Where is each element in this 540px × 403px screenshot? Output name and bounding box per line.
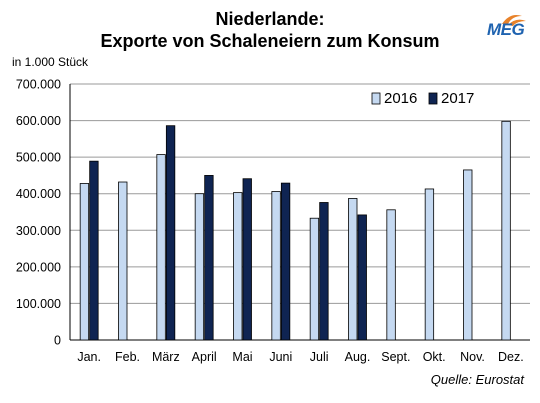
x-tick-label: Juni — [269, 350, 292, 364]
legend-swatch-2017 — [428, 92, 438, 105]
bar-2016 — [79, 183, 90, 341]
bar-2016 — [156, 154, 166, 341]
chart-subtitle: Exporte von Schaleneiern zum Konsum — [100, 31, 440, 51]
bar-2016 — [463, 169, 473, 341]
x-tick-label: Okt. — [423, 350, 446, 364]
bar-2017 — [165, 125, 176, 341]
x-tick-label: Juli — [310, 350, 329, 364]
y-tick-label: 100.000 — [16, 297, 61, 311]
x-tick-label: April — [192, 350, 217, 364]
bar-2016 — [348, 198, 358, 341]
y-axis-unit-label: in 1.000 Stück — [12, 55, 89, 69]
y-tick-label: 700.000 — [16, 78, 61, 92]
bar-2016 — [194, 193, 205, 341]
bar-2017 — [89, 160, 99, 341]
x-tick-label: Aug. — [345, 350, 371, 364]
bar-2016 — [501, 120, 511, 341]
chart-title: Niederlande: — [215, 9, 325, 29]
x-tick-label: Dez. — [498, 350, 524, 364]
meg-logo-icon — [502, 15, 526, 26]
meg-logo-text: MEG — [487, 20, 525, 39]
y-tick-label: 0 — [54, 334, 61, 348]
bar-2016 — [118, 181, 128, 341]
bar-2016 — [271, 191, 281, 341]
bar-2016 — [386, 209, 396, 341]
y-tick-label: 400.000 — [16, 187, 61, 201]
x-tick-label: Feb. — [115, 350, 140, 364]
x-tick-label: Sept. — [381, 350, 410, 364]
x-tick-label: Mai — [232, 350, 252, 364]
legend-label-2017: 2017 — [441, 90, 474, 107]
bar-2016 — [233, 192, 243, 341]
y-tick-label: 600.000 — [16, 114, 61, 128]
bar-2016 — [309, 217, 320, 341]
bar-2017 — [357, 214, 367, 341]
bar-2017 — [204, 175, 214, 341]
bar-2017 — [319, 202, 329, 341]
x-tick-label: Nov. — [460, 350, 485, 364]
x-tick-label: März — [152, 350, 180, 364]
x-tick-label: Jan. — [77, 350, 101, 364]
y-tick-label: 500.000 — [16, 151, 61, 165]
bar-2016 — [424, 188, 435, 341]
bar-2017 — [280, 182, 291, 341]
y-tick-label: 300.000 — [16, 224, 61, 238]
legend-label-2016: 2016 — [384, 90, 417, 107]
bar-2017 — [242, 178, 252, 341]
legend-swatch-2016 — [371, 92, 381, 105]
y-tick-label: 200.000 — [16, 260, 61, 274]
source-note: Quelle: Eurostat — [430, 372, 524, 387]
